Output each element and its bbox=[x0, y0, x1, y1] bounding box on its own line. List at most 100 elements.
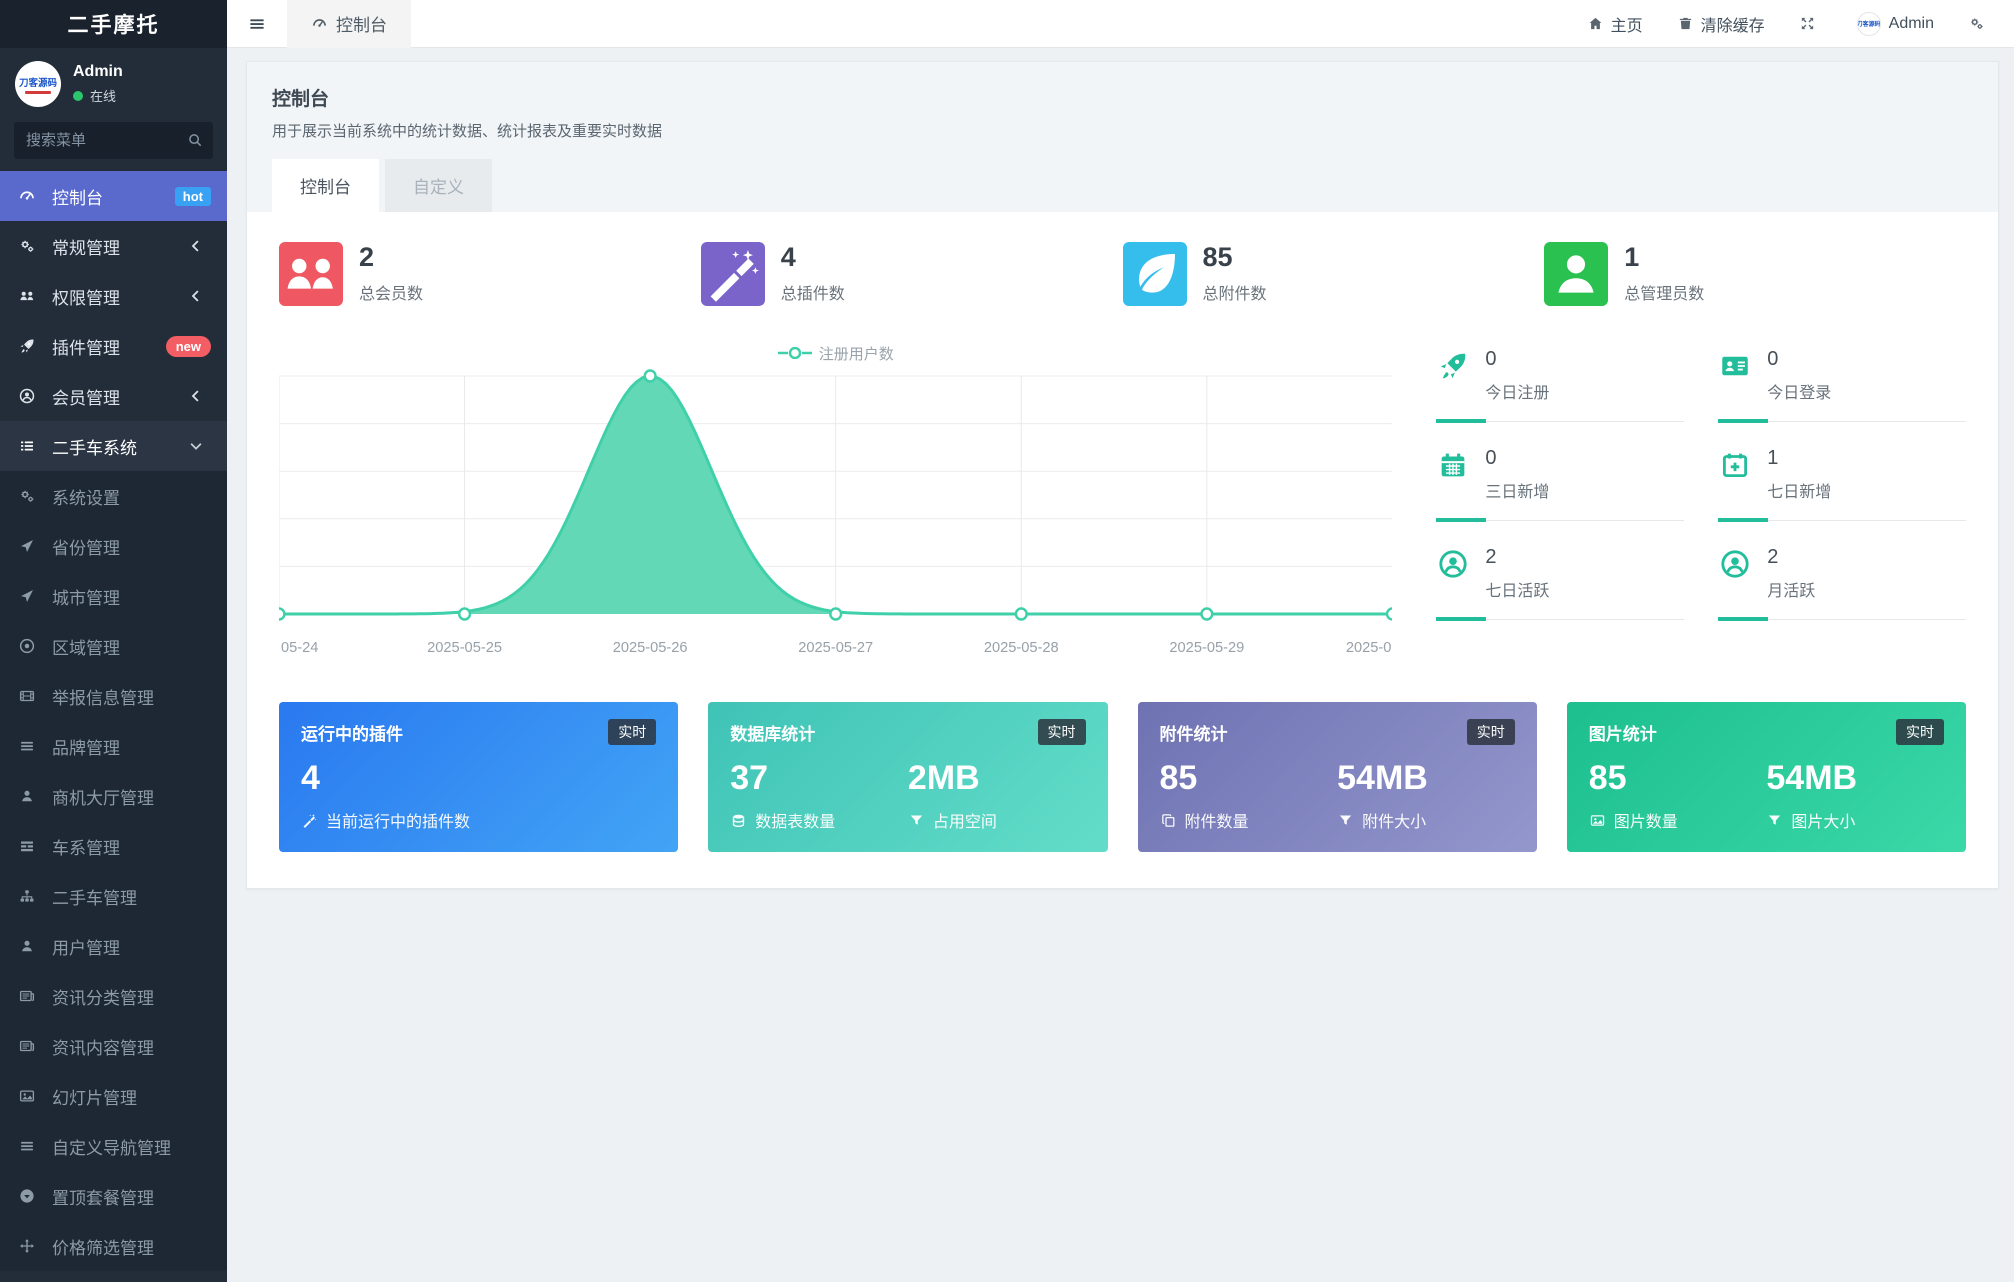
sidebar-item-news-content[interactable]: 资讯内容管理 bbox=[0, 1021, 227, 1071]
sidebar-item-province[interactable]: 省份管理 bbox=[0, 521, 227, 571]
page-title: 控制台 bbox=[272, 89, 330, 110]
new-badge: new bbox=[165, 335, 211, 357]
users-icon bbox=[279, 242, 343, 306]
sidebar-item-label: 二手车系统 bbox=[52, 438, 137, 458]
activity-grid: 0 今日注册 0 今日登录 0 三日新增 1 七日新增 2 七日活跃 2 月活跃 bbox=[1436, 348, 1966, 666]
stat-value: 85 bbox=[1202, 242, 1233, 272]
sidebar-item-auth[interactable]: 权限管理 bbox=[0, 271, 227, 321]
sidebar-item-system-config[interactable]: 系统设置 bbox=[0, 471, 227, 521]
sidebar-item-label: 城市管理 bbox=[52, 588, 120, 608]
filter-icon bbox=[1337, 812, 1354, 829]
newspaper-icon bbox=[18, 1037, 42, 1055]
copy-icon bbox=[1160, 812, 1177, 829]
avatar-logo-bar bbox=[25, 91, 51, 94]
sidebar-item-label: 区域管理 bbox=[52, 638, 120, 658]
activity-七日活跃: 2 七日活跃 bbox=[1436, 546, 1685, 621]
location-arrow-icon bbox=[18, 537, 42, 555]
sidebar-item-news-category[interactable]: 资讯分类管理 bbox=[0, 971, 227, 1021]
stat-label: 总管理员数 bbox=[1624, 286, 1705, 303]
image-icon bbox=[18, 1087, 42, 1105]
user-avatar: 刀客源码 bbox=[15, 61, 61, 107]
metric-label: 附件数量 bbox=[1160, 808, 1338, 832]
chart-legend[interactable]: 注册用户数 bbox=[279, 342, 1392, 364]
settings-button[interactable] bbox=[1968, 15, 1992, 32]
stat-value: 1 bbox=[1624, 242, 1640, 272]
card-title: 运行中的插件 bbox=[301, 724, 403, 744]
topbar-tab-dashboard[interactable]: 控制台 bbox=[287, 0, 411, 48]
activity-label: 三日新增 bbox=[1485, 484, 1550, 501]
trash-icon bbox=[1677, 15, 1694, 32]
sidebar-item-business-hall[interactable]: 商机大厅管理 bbox=[0, 771, 227, 821]
admin-avatar: 刀客源码 bbox=[1856, 11, 1881, 36]
sidebar-item-addon[interactable]: 插件管理 new bbox=[0, 321, 227, 371]
summary-cards: 运行中的插件 实时 4 当前运行中的插件数 数据库统计 实时 37 数据表数量 2MB 占用空间 附… bbox=[279, 702, 1966, 852]
sitemap-icon bbox=[18, 887, 42, 905]
tab-dashboard[interactable]: 控制台 bbox=[272, 159, 379, 212]
film-icon bbox=[18, 687, 42, 705]
page-subtitle: 用于展示当前系统中的统计数据、统计报表及重要实时数据 bbox=[272, 123, 663, 140]
sidebar-item-usedcar-system[interactable]: 二手车系统 bbox=[0, 421, 227, 471]
sidebar-item-label: 系统设置 bbox=[52, 488, 120, 508]
list-alt-icon bbox=[18, 837, 42, 855]
sidebar-item-general[interactable]: 常规管理 bbox=[0, 221, 227, 271]
menu-search-input[interactable] bbox=[14, 122, 213, 159]
expand-icon bbox=[1799, 15, 1816, 32]
activity-value: 0 bbox=[1485, 447, 1497, 469]
sidebar-item-report-info[interactable]: 举报信息管理 bbox=[0, 671, 227, 721]
magic-icon bbox=[301, 812, 318, 829]
card-图片统计: 图片统计 实时 85 图片数量 54MB 图片大小 bbox=[1566, 702, 1966, 852]
stat-总管理员数: 1 总管理员数 bbox=[1544, 242, 1966, 306]
sidebar-item-area[interactable]: 区域管理 bbox=[0, 621, 227, 671]
sidebar-item-price-filter[interactable]: 价格筛选管理 bbox=[0, 1221, 227, 1271]
metric-label: 图片大小 bbox=[1766, 808, 1944, 832]
online-dot-icon bbox=[73, 90, 83, 101]
search-icon[interactable] bbox=[186, 131, 204, 149]
card-数据库统计: 数据库统计 实时 37 数据表数量 2MB 占用空间 bbox=[708, 702, 1108, 852]
fullscreen-button[interactable] bbox=[1799, 15, 1823, 32]
gears-icon bbox=[18, 487, 42, 505]
card-title: 数据库统计 bbox=[730, 724, 816, 744]
sidebar-item-label: 价格筛选管理 bbox=[52, 1238, 154, 1258]
calendar-icon bbox=[1436, 448, 1470, 502]
realtime-badge: 实时 bbox=[1037, 719, 1086, 745]
metric-label: 附件大小 bbox=[1337, 808, 1515, 832]
sidebar-item-car-series[interactable]: 车系管理 bbox=[0, 821, 227, 871]
activity-三日新增: 0 三日新增 bbox=[1436, 447, 1685, 522]
sidebar-item-label: 幻灯片管理 bbox=[52, 1088, 137, 1108]
chevron-left-icon bbox=[187, 287, 211, 305]
user-panel: 刀客源码 Admin 在线 bbox=[0, 48, 227, 116]
sidebar-item-dashboard[interactable]: 控制台 hot bbox=[0, 171, 227, 221]
sidebar-item-member[interactable]: 会员管理 bbox=[0, 371, 227, 421]
stat-value: 2 bbox=[359, 242, 375, 272]
sidebar-item-label: 会员管理 bbox=[52, 388, 120, 408]
filter-icon bbox=[1766, 812, 1783, 829]
tab-custom[interactable]: 自定义 bbox=[385, 159, 492, 212]
hamburger-menu-icon[interactable] bbox=[227, 0, 287, 48]
area-chart: 05-24 2025-05-25 2025-05-26 2025-05-27 2025-… bbox=[279, 369, 1393, 656]
gauge-icon bbox=[18, 187, 42, 205]
user-name: Admin bbox=[73, 63, 123, 80]
sidebar-item-usedcar-manage[interactable]: 二手车管理 bbox=[0, 871, 227, 921]
sidebar-item-custom-nav[interactable]: 自定义导航管理 bbox=[0, 1121, 227, 1171]
svg-text:2025-05-28: 2025-05-28 bbox=[984, 640, 1059, 656]
sidebar-item-label: 资讯内容管理 bbox=[52, 1038, 154, 1058]
stat-value: 4 bbox=[780, 242, 796, 272]
card-附件统计: 附件统计 实时 85 附件数量 54MB 附件大小 bbox=[1137, 702, 1537, 852]
clear-cache-button[interactable]: 清除缓存 bbox=[1677, 12, 1765, 36]
location-arrow-icon bbox=[18, 587, 42, 605]
activity-value: 0 bbox=[1767, 348, 1779, 370]
stat-label: 总附件数 bbox=[1202, 286, 1267, 303]
activity-label: 七日新增 bbox=[1767, 484, 1832, 501]
sidebar-item-slideshow[interactable]: 幻灯片管理 bbox=[0, 1071, 227, 1121]
sidebar-item-user-manage[interactable]: 用户管理 bbox=[0, 921, 227, 971]
admin-menu[interactable]: 刀客源码 Admin bbox=[1856, 11, 1934, 36]
sidebar-item-brand[interactable]: 品牌管理 bbox=[0, 721, 227, 771]
leaf-icon bbox=[1122, 242, 1187, 306]
sidebar-item-city[interactable]: 城市管理 bbox=[0, 571, 227, 621]
sidebar-item-top-package[interactable]: 置顶套餐管理 bbox=[0, 1171, 227, 1221]
home-button[interactable]: 主页 bbox=[1587, 12, 1643, 36]
user-icon bbox=[18, 937, 42, 955]
gauge-icon bbox=[311, 15, 328, 32]
user-icon bbox=[18, 787, 42, 805]
